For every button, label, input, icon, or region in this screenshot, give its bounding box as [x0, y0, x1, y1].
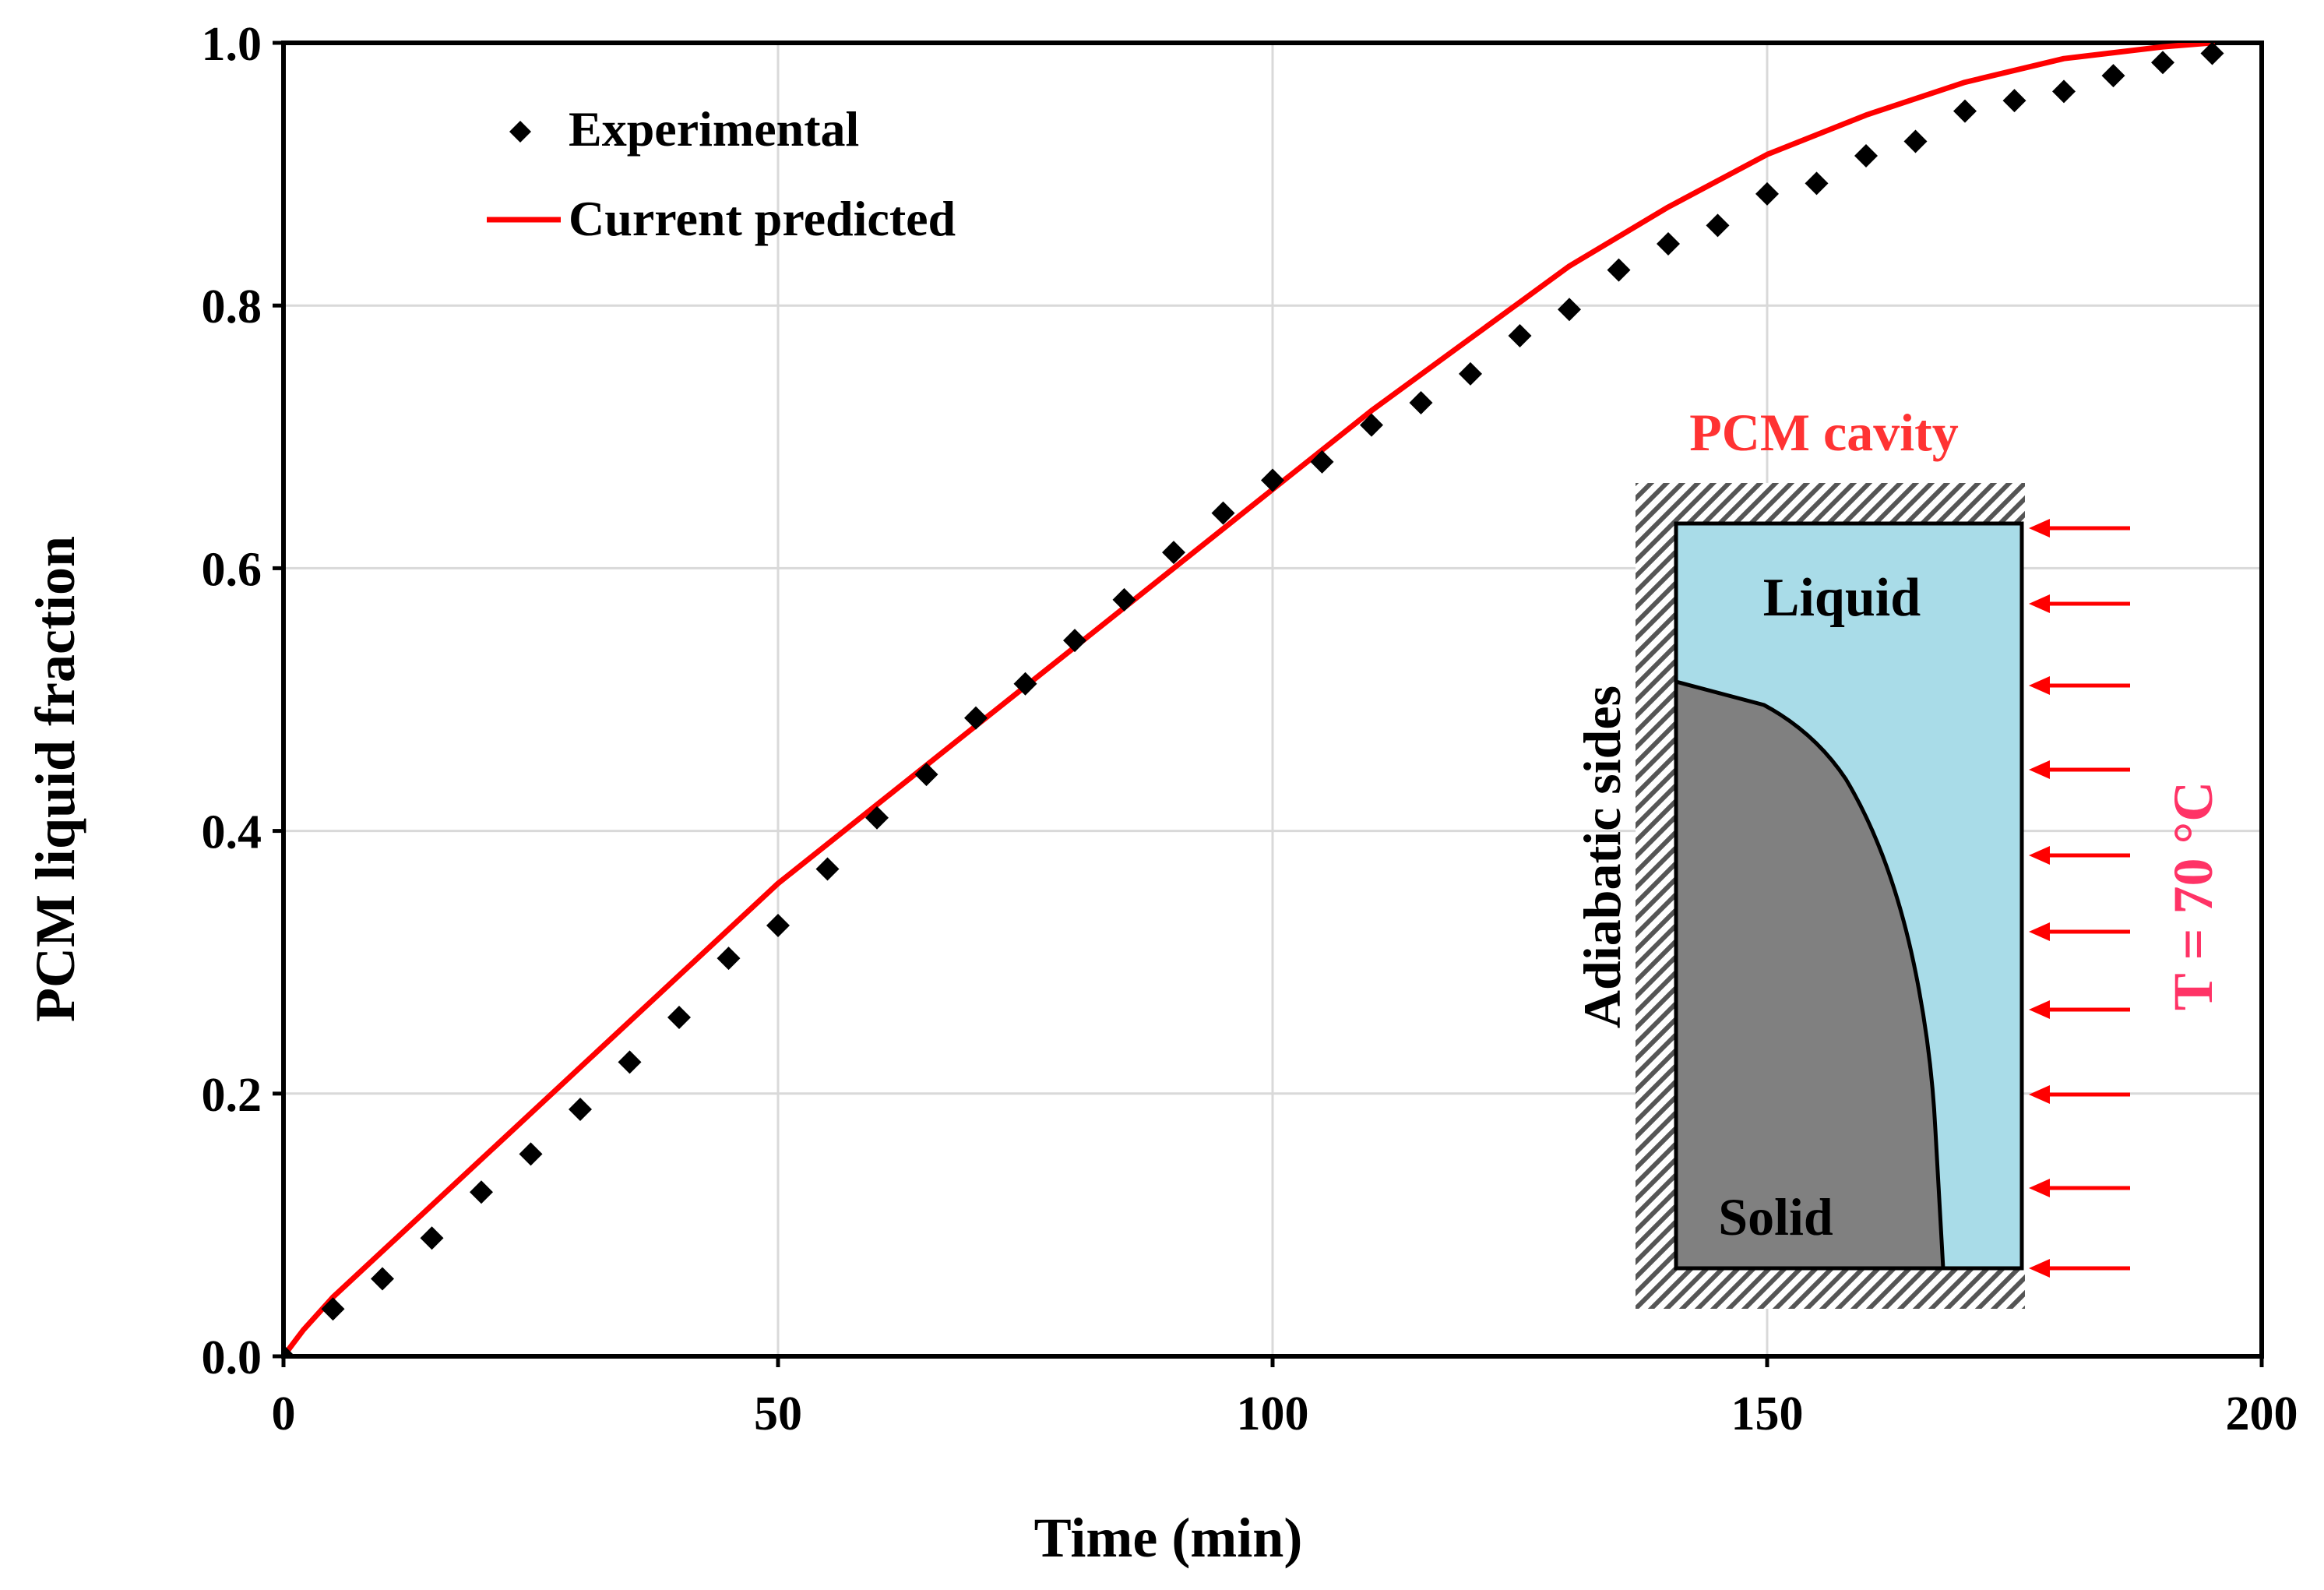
legend-label-current-predicted: Current predicted — [569, 191, 956, 246]
experimental-point-15 — [1013, 672, 1037, 696]
x-axis-label: Time (min) — [1034, 1507, 1303, 1569]
hatch-left — [1636, 483, 1676, 1309]
legend: Experimental Current predicted — [487, 101, 956, 246]
experimental-point-2 — [371, 1267, 394, 1291]
legend-label-experimental: Experimental — [569, 101, 859, 157]
experimental-point-31 — [1805, 171, 1829, 196]
experimental-point-12 — [865, 806, 889, 830]
experimental-point-14 — [964, 706, 988, 730]
heat-arrow-4 — [2029, 846, 2130, 865]
inset-title: PCM cavity — [1689, 403, 1959, 462]
experimental-point-1 — [321, 1297, 345, 1321]
experimental-point-22 — [1360, 413, 1383, 437]
liquid-label: Liquid — [1763, 568, 1921, 628]
inset-schematic: PCM cavity Liquid Solid Adiabatic sides … — [1572, 403, 2224, 1309]
legend-marker-experimental — [509, 121, 531, 143]
y-tick-label-4: 0.8 — [202, 280, 262, 333]
experimental-point-38 — [2151, 51, 2174, 75]
y-tick-label-2: 0.4 — [202, 806, 262, 859]
adiabatic-label: Adiabatic sides — [1572, 686, 1632, 1028]
experimental-point-23 — [1409, 390, 1433, 414]
solid-region — [1674, 679, 1945, 1271]
experimental-point-18 — [1162, 541, 1185, 565]
experimental-point-4 — [470, 1180, 493, 1204]
experimental-point-36 — [2052, 79, 2076, 104]
heat-arrow-1 — [2029, 594, 2130, 613]
experimental-point-8 — [667, 1006, 691, 1030]
heat-arrows — [2029, 519, 2130, 1278]
hatch-top — [1636, 483, 2025, 524]
experimental-point-26 — [1558, 298, 1581, 322]
y-tick-label-3: 0.6 — [202, 543, 262, 596]
experimental-point-7 — [618, 1050, 642, 1074]
temperature-label: T = 70 °C — [2162, 781, 2224, 1011]
heat-arrow-6 — [2029, 1000, 2130, 1019]
experimental-point-39 — [2200, 43, 2224, 65]
heat-arrow-2 — [2029, 676, 2130, 695]
hatch-bottom — [1636, 1268, 2025, 1309]
experimental-point-5 — [519, 1142, 543, 1166]
experimental-point-3 — [420, 1226, 444, 1250]
y-ticks: 0.0 0.2 0.4 0.6 0.8 1.0 — [202, 18, 283, 1384]
experimental-point-34 — [1953, 99, 1977, 123]
series-experimental-markers — [283, 43, 2224, 1356]
experimental-point-27 — [1607, 258, 1631, 282]
heat-arrow-3 — [2029, 760, 2130, 779]
x-ticks: 0 50 100 150 200 — [272, 1356, 2298, 1440]
heat-arrow-8 — [2029, 1179, 2130, 1197]
experimental-point-37 — [2101, 64, 2125, 88]
cavity-outline — [1674, 521, 2024, 1271]
experimental-point-33 — [1903, 129, 1928, 153]
heat-arrow-9 — [2029, 1259, 2130, 1278]
series-current-predicted-line — [283, 43, 2215, 1356]
y-tick-label-5: 1.0 — [202, 18, 262, 71]
experimental-point-9 — [717, 947, 741, 971]
experimental-point-24 — [1459, 361, 1482, 386]
x-tick-label-0: 0 — [272, 1387, 296, 1440]
experimental-point-6 — [569, 1098, 592, 1122]
y-tick-label-1: 0.2 — [202, 1069, 262, 1122]
solid-label: Solid — [1718, 1187, 1833, 1246]
experimental-point-25 — [1508, 323, 1532, 347]
x-tick-label-3: 150 — [1731, 1387, 1804, 1440]
experimental-point-10 — [766, 913, 790, 937]
experimental-point-13 — [914, 763, 938, 787]
heat-arrow-7 — [2029, 1085, 2130, 1104]
x-tick-label-1: 50 — [754, 1387, 802, 1440]
experimental-point-30 — [1755, 182, 1779, 206]
experimental-point-29 — [1706, 213, 1730, 238]
experimental-point-28 — [1657, 231, 1680, 256]
y-axis-label: PCM liquid fraction — [24, 536, 86, 1022]
heat-arrow-5 — [2029, 922, 2130, 941]
experimental-point-32 — [1854, 143, 1878, 167]
y-tick-label-0: 0.0 — [202, 1331, 262, 1384]
experimental-point-11 — [815, 857, 840, 881]
series-layer — [283, 43, 2224, 1356]
experimental-point-17 — [1112, 587, 1136, 612]
experimental-point-21 — [1310, 450, 1334, 474]
experimental-point-20 — [1261, 468, 1284, 492]
experimental-point-19 — [1211, 501, 1235, 525]
experimental-point-0 — [283, 1345, 295, 1356]
experimental-point-35 — [2002, 89, 2026, 113]
experimental-point-16 — [1063, 629, 1086, 653]
heat-arrow-0 — [2029, 519, 2130, 538]
x-tick-label-2: 100 — [1237, 1387, 1309, 1440]
x-tick-label-4: 200 — [2226, 1387, 2298, 1440]
